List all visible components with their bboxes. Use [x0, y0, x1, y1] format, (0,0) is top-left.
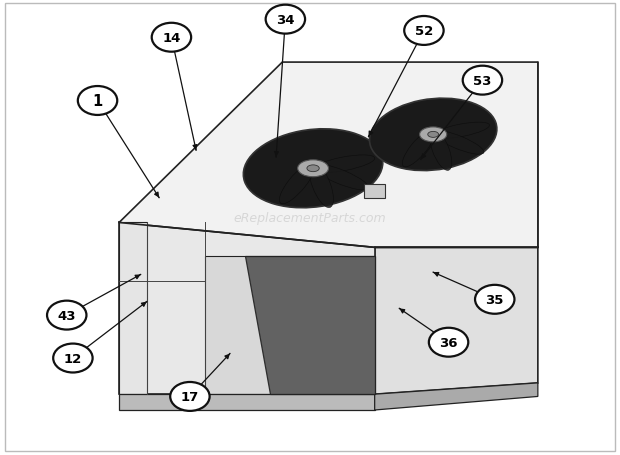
Circle shape	[404, 17, 444, 46]
Circle shape	[265, 5, 305, 35]
Circle shape	[78, 87, 117, 116]
Text: 43: 43	[58, 309, 76, 322]
Ellipse shape	[243, 130, 383, 208]
Circle shape	[170, 382, 210, 411]
Text: 34: 34	[276, 14, 294, 26]
Ellipse shape	[307, 166, 319, 172]
Polygon shape	[374, 383, 538, 410]
Circle shape	[47, 301, 86, 330]
Polygon shape	[205, 257, 374, 394]
Ellipse shape	[433, 131, 484, 155]
Polygon shape	[119, 394, 374, 410]
Polygon shape	[246, 257, 374, 394]
Ellipse shape	[402, 130, 435, 167]
Text: eReplacementParts.com: eReplacementParts.com	[234, 212, 386, 225]
Ellipse shape	[428, 132, 438, 138]
Text: 53: 53	[473, 75, 492, 87]
Ellipse shape	[370, 99, 497, 171]
Text: 17: 17	[181, 390, 199, 403]
Polygon shape	[119, 223, 374, 394]
Ellipse shape	[433, 123, 489, 139]
Circle shape	[475, 285, 515, 314]
Polygon shape	[119, 223, 147, 394]
Ellipse shape	[298, 161, 329, 177]
Polygon shape	[119, 63, 538, 248]
Text: 35: 35	[485, 293, 504, 306]
Text: 52: 52	[415, 25, 433, 38]
Circle shape	[53, 344, 92, 373]
Ellipse shape	[420, 128, 447, 142]
Ellipse shape	[312, 164, 369, 191]
Text: 1: 1	[92, 94, 103, 109]
Ellipse shape	[430, 130, 452, 171]
Ellipse shape	[309, 163, 334, 208]
Ellipse shape	[280, 163, 315, 204]
Polygon shape	[374, 63, 538, 248]
Ellipse shape	[313, 156, 374, 173]
Circle shape	[152, 24, 191, 53]
Circle shape	[429, 328, 468, 357]
Text: 14: 14	[162, 32, 180, 45]
Circle shape	[463, 66, 502, 96]
Bar	[364, 185, 386, 198]
Polygon shape	[374, 248, 538, 394]
Text: 36: 36	[440, 336, 458, 349]
Text: 12: 12	[64, 352, 82, 365]
